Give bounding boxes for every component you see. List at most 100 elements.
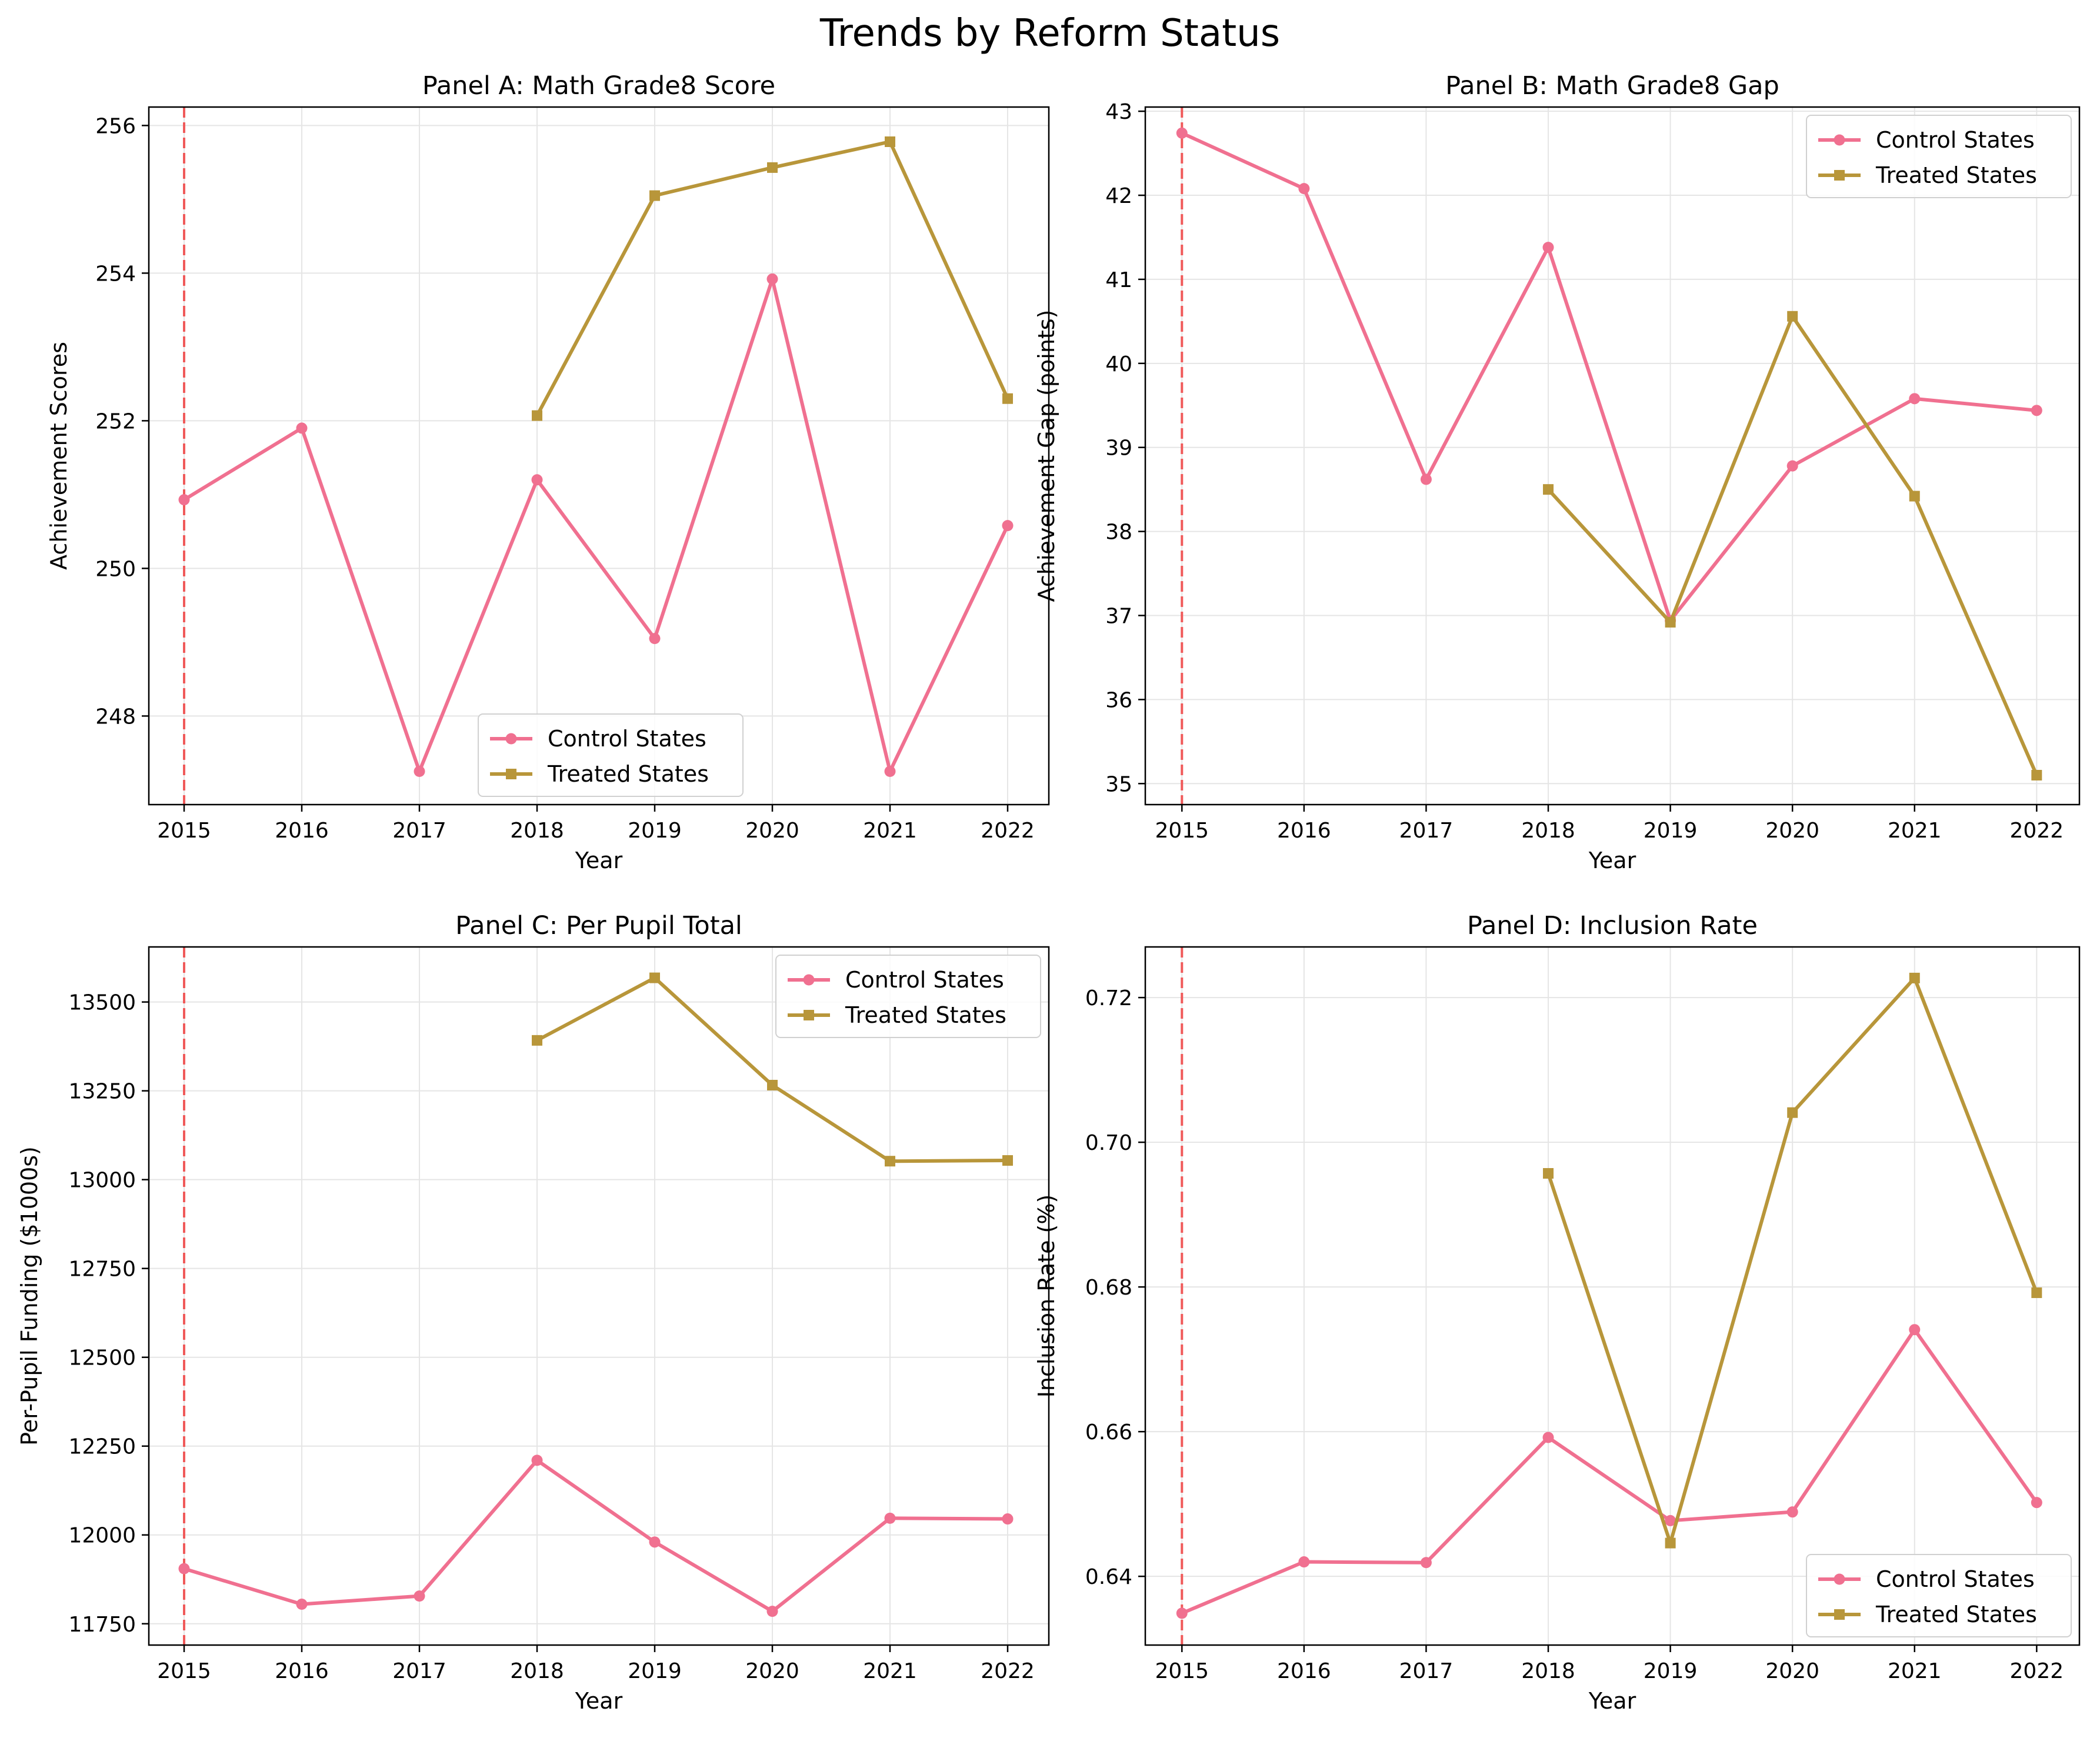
control-data-point bbox=[1420, 473, 1432, 485]
control-data-point bbox=[1665, 1515, 1676, 1526]
y-tick-label: 12000 bbox=[68, 1524, 136, 1548]
control-data-point bbox=[766, 273, 778, 285]
x-tick-label: 2018 bbox=[1521, 819, 1575, 843]
axes-frame bbox=[148, 946, 1050, 1646]
figure-title: Trends by Reform Status bbox=[819, 12, 1280, 55]
y-axis-label: Achievement Gap (points) bbox=[1034, 310, 1059, 602]
control-data-point bbox=[1786, 1506, 1798, 1518]
y-tick-label: 0.72 bbox=[1085, 986, 1132, 1010]
y-tick-label: 12250 bbox=[68, 1435, 136, 1459]
legend-box bbox=[1806, 115, 2072, 198]
x-tick-label: 2018 bbox=[1521, 1659, 1575, 1683]
treated-data-point bbox=[1787, 311, 1798, 322]
panel-title: Panel D: Inclusion Rate bbox=[1467, 911, 1758, 940]
x-tick-label: 2020 bbox=[1765, 1659, 1819, 1683]
y-tick-label: 36 bbox=[1105, 688, 1132, 712]
control-data-point bbox=[1002, 1513, 1014, 1525]
control-data-point bbox=[1420, 1557, 1432, 1569]
treated-data-point bbox=[532, 1035, 542, 1046]
x-tick-label: 2022 bbox=[981, 819, 1035, 843]
legend-label: Treated States bbox=[1875, 162, 2037, 188]
control-data-point bbox=[1786, 460, 1798, 472]
x-tick-label: 2017 bbox=[1399, 1659, 1454, 1683]
panel-1: 2015 2016 2017 2018 2019 2020 2021 2022 248 250 25… bbox=[46, 71, 1050, 873]
y-tick-label: 248 bbox=[95, 705, 136, 729]
x-tick-label: 2021 bbox=[1888, 1659, 1942, 1683]
treated-data-point bbox=[2031, 1287, 2042, 1298]
control-data-point bbox=[766, 1606, 778, 1617]
control-data-point bbox=[2031, 1497, 2042, 1509]
y-tick-label: 35 bbox=[1105, 772, 1132, 796]
panel-title: Panel C: Per Pupil Total bbox=[455, 911, 742, 940]
x-tick-label: 2019 bbox=[1644, 1659, 1698, 1683]
x-tick-label: 2015 bbox=[1155, 819, 1209, 843]
control-data-point bbox=[1002, 520, 1014, 532]
control-data-point bbox=[1176, 1607, 1188, 1619]
control-data-point bbox=[296, 1599, 308, 1610]
panel-title: Panel A: Math Grade8 Score bbox=[422, 71, 775, 101]
legend-label: Treated States bbox=[547, 761, 709, 787]
control-data-point bbox=[1542, 1432, 1554, 1443]
legend-label: Control States bbox=[1876, 127, 2035, 153]
control-data-point bbox=[1298, 1556, 1310, 1568]
legend-swatch-marker bbox=[1834, 134, 1845, 146]
x-tick-label: 2021 bbox=[863, 819, 917, 843]
x-axis-label: Year bbox=[1588, 848, 1636, 873]
x-tick-label: 2015 bbox=[157, 1659, 211, 1683]
legend-swatch-marker bbox=[506, 769, 516, 779]
control-series-line bbox=[1180, 131, 2039, 623]
control-series-line bbox=[1180, 1327, 2039, 1615]
control-data-point bbox=[1298, 183, 1310, 195]
treated-data-point bbox=[1002, 1155, 1013, 1166]
legend-swatch-marker bbox=[1834, 1609, 1845, 1620]
legend-label: Treated States bbox=[1875, 1602, 2037, 1627]
legend: Control States Treated States bbox=[775, 955, 1041, 1038]
x-tick-label: 2022 bbox=[2010, 1659, 2064, 1683]
panel-title: Panel B: Math Grade8 Gap bbox=[1445, 71, 1779, 101]
control-data-point bbox=[649, 633, 661, 645]
y-tick-label: 12500 bbox=[68, 1346, 136, 1370]
legend-box bbox=[775, 955, 1041, 1038]
legend-swatch-marker bbox=[505, 733, 517, 745]
treated-data-point bbox=[767, 1079, 778, 1090]
control-data-point bbox=[178, 494, 190, 506]
y-tick-label: 43 bbox=[1105, 100, 1132, 124]
control-data-point bbox=[531, 1455, 543, 1466]
treated-data-point bbox=[1002, 393, 1013, 404]
treated-data-point bbox=[1543, 484, 1554, 495]
x-tick-label: 2016 bbox=[1277, 819, 1331, 843]
treated-data-point bbox=[885, 1156, 895, 1167]
control-data-point bbox=[531, 474, 543, 486]
axes-frame bbox=[148, 106, 1050, 806]
y-axis-label: Per-Pupil Funding ($1000s) bbox=[16, 1146, 42, 1446]
treated-data-point bbox=[1665, 1537, 1676, 1549]
x-tick-label: 2017 bbox=[392, 819, 446, 843]
control-data-point bbox=[2031, 405, 2042, 416]
y-axis-label: Inclusion Rate (%) bbox=[1034, 1195, 1059, 1398]
x-tick-label: 2020 bbox=[745, 1659, 799, 1683]
panel-4: 2015 2016 2017 2018 2019 2020 2021 2022 0.64 0.66… bbox=[1034, 911, 2081, 1714]
x-tick-label: 2019 bbox=[628, 819, 682, 843]
legend: Control States Treated States bbox=[1806, 1554, 2072, 1637]
treated-data-point bbox=[649, 972, 660, 983]
control-data-point bbox=[884, 1512, 896, 1524]
x-tick-label: 2022 bbox=[2010, 819, 2064, 843]
control-data-point bbox=[1542, 242, 1554, 253]
y-tick-label: 252 bbox=[95, 409, 136, 433]
treated-data-point bbox=[649, 190, 660, 201]
control-data-point bbox=[1909, 393, 1921, 405]
treated-data-point bbox=[1909, 972, 1920, 983]
y-tick-label: 39 bbox=[1105, 436, 1132, 461]
y-tick-label: 12750 bbox=[68, 1257, 136, 1282]
x-axis-label: Year bbox=[575, 848, 623, 873]
treated-data-point bbox=[1543, 1168, 1554, 1179]
y-tick-label: 256 bbox=[95, 114, 136, 138]
y-tick-label: 11750 bbox=[68, 1613, 136, 1637]
x-tick-label: 2015 bbox=[1155, 1659, 1209, 1683]
control-data-point bbox=[178, 1563, 190, 1574]
y-tick-label: 13500 bbox=[68, 991, 136, 1015]
control-data-point bbox=[1176, 127, 1188, 139]
control-data-point bbox=[296, 422, 308, 434]
treated-data-point bbox=[532, 410, 542, 421]
